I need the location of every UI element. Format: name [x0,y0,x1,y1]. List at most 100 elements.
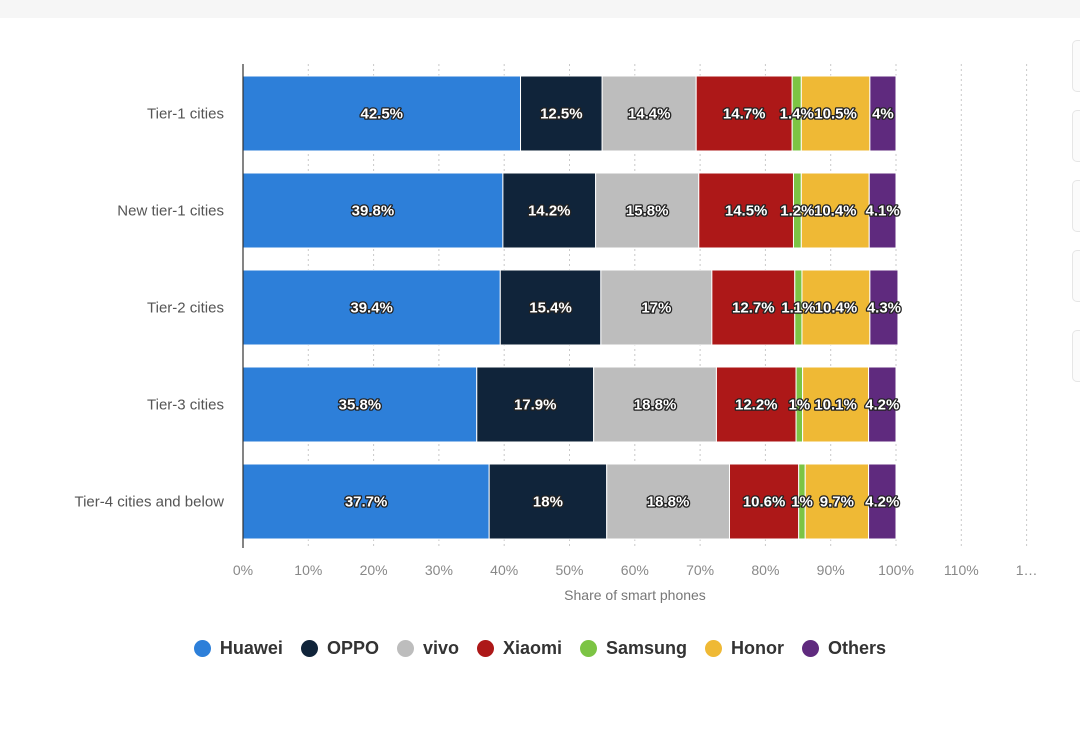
legend-swatch [193,640,211,657]
bar-segment-vivo[interactable] [600,269,713,346]
legend-item-honor[interactable]: Honor [705,638,784,659]
data-label: 10.1% [814,397,857,414]
bar-segment-xiaomi[interactable] [711,269,796,346]
side-tab[interactable] [1072,180,1080,232]
side-toolbar [1072,40,1080,420]
legend-label: Huawei [219,638,283,658]
bar-segment-xiaomi[interactable] [728,463,800,540]
data-label: 14.7% [723,106,766,123]
bar-segment-oppo[interactable] [488,463,608,540]
bar-segment-huawei[interactable] [242,172,504,249]
legend-item-xiaomi[interactable]: Xiaomi [476,638,563,659]
data-label: 12.5% [540,106,583,123]
data-label: 14.4% [628,106,671,123]
category-labels: Tier-1 cities New tier-1 cities Tier-2 cit… [74,106,224,511]
legend-item-samsung[interactable]: Samsung [580,638,687,659]
legend-item-vivo[interactable]: vivo [396,638,459,659]
bar-segment-vivo[interactable] [593,366,717,443]
data-label: 12.7% [732,300,775,317]
data-label: 10.4% [814,203,857,220]
x-axis-title: Share of smart phones [564,587,706,603]
bar-segment-honor[interactable] [800,75,871,152]
x-tick-label: 80% [751,562,779,578]
data-label: 18% [533,494,563,511]
bar-segment-oppo[interactable] [499,269,602,346]
bar-segment-others[interactable] [868,366,897,443]
bar-segment-honor[interactable] [802,366,870,443]
segment-labels: 42.5% 12.5% 14.4% 14.7% 1.4% 10.5% 4% 39.8% 14.2… [337,104,902,512]
x-tick-label: 100% [878,562,914,578]
x-tick-labels: 0% 10% 20% 30% 40% 50% 60% 70% 80% 90% 100% 110% 1… [233,562,1038,578]
side-tab[interactable] [1072,330,1080,382]
legend-label: OPPO [326,638,379,658]
data-label: 4.3% [867,300,901,317]
legend-swatch [580,640,598,657]
data-label: 18.8% [634,397,677,414]
side-tab[interactable] [1072,40,1080,92]
x-tick-label: 10% [294,562,322,578]
legend-item-oppo[interactable]: OPPO [300,638,379,659]
legend-swatch [476,640,494,657]
legend-label: Samsung [606,638,688,658]
x-tick-label: 0% [233,562,253,578]
legend-item-huawei[interactable]: Huawei [193,638,283,659]
bars [242,75,899,540]
category-label: Tier-4 cities and below [74,494,224,511]
data-label: 39.8% [352,203,395,220]
legend-swatch [396,640,414,657]
bar-segment-xiaomi[interactable] [695,75,793,152]
data-label: 17.9% [514,397,557,414]
category-label: Tier-2 cities [147,300,224,317]
side-tab[interactable] [1072,250,1080,302]
data-label: 4.2% [865,397,899,414]
legend: Huawei OPPO vivo Xiaomi Samsung Honor Others [0,638,1080,659]
data-label: 15.8% [626,203,669,220]
x-tick-label: 30% [425,562,453,578]
bar-segment-honor[interactable] [800,172,870,249]
x-tick-label: 60% [621,562,649,578]
data-label: 1.2% [780,203,814,220]
data-label: 9.7% [820,494,854,511]
bar-segment-huawei[interactable] [242,366,478,443]
bar-segment-others[interactable] [869,75,897,152]
x-tick-label: 20% [360,562,388,578]
data-label: 37.7% [345,494,388,511]
data-label: 4.1% [866,203,900,220]
data-label: 10.4% [815,300,858,317]
stacked-bar-chart: 42.5% 12.5% 14.4% 14.7% 1.4% 10.5% 4% 39.8% 14.2… [74,64,1038,603]
bar-segment-huawei[interactable] [242,75,522,152]
bar-segment-honor[interactable] [804,463,870,540]
legend-swatch [705,640,723,657]
bar-segment-others[interactable] [868,463,897,540]
data-label: 39.4% [350,300,393,317]
data-label: 1% [789,397,811,414]
data-label: 17% [641,300,671,317]
data-label: 10.6% [743,494,786,511]
bar-segment-oppo[interactable] [502,172,597,249]
category-label: New tier-1 cities [117,203,224,220]
data-label: 10.5% [814,106,857,123]
x-tick-label: 40% [490,562,518,578]
data-label: 12.2% [735,397,778,414]
bar-segment-xiaomi[interactable] [698,172,794,249]
category-label: Tier-3 cities [147,397,224,414]
data-label: 4.2% [865,494,899,511]
x-tick-label: 70% [686,562,714,578]
side-tab[interactable] [1072,110,1080,162]
data-label: 4% [872,106,894,123]
bar-segment-others[interactable] [869,269,899,346]
legend-swatch [300,640,318,657]
legend-label: Honor [731,638,785,658]
data-label: 1% [791,494,813,511]
x-tick-label: 90% [817,562,845,578]
data-label: 1.1% [781,300,815,317]
x-tick-label: 110% [944,562,979,578]
x-tick-label: 1… [1016,562,1038,578]
legend-label: Xiaomi [502,638,563,658]
bar-segment-xiaomi[interactable] [715,366,797,443]
legend-item-others[interactable]: Others [802,638,886,659]
legend-label: Others [828,638,887,658]
data-label: 35.8% [339,397,382,414]
bar-segment-others[interactable] [868,172,897,249]
top-strip [0,0,1080,18]
